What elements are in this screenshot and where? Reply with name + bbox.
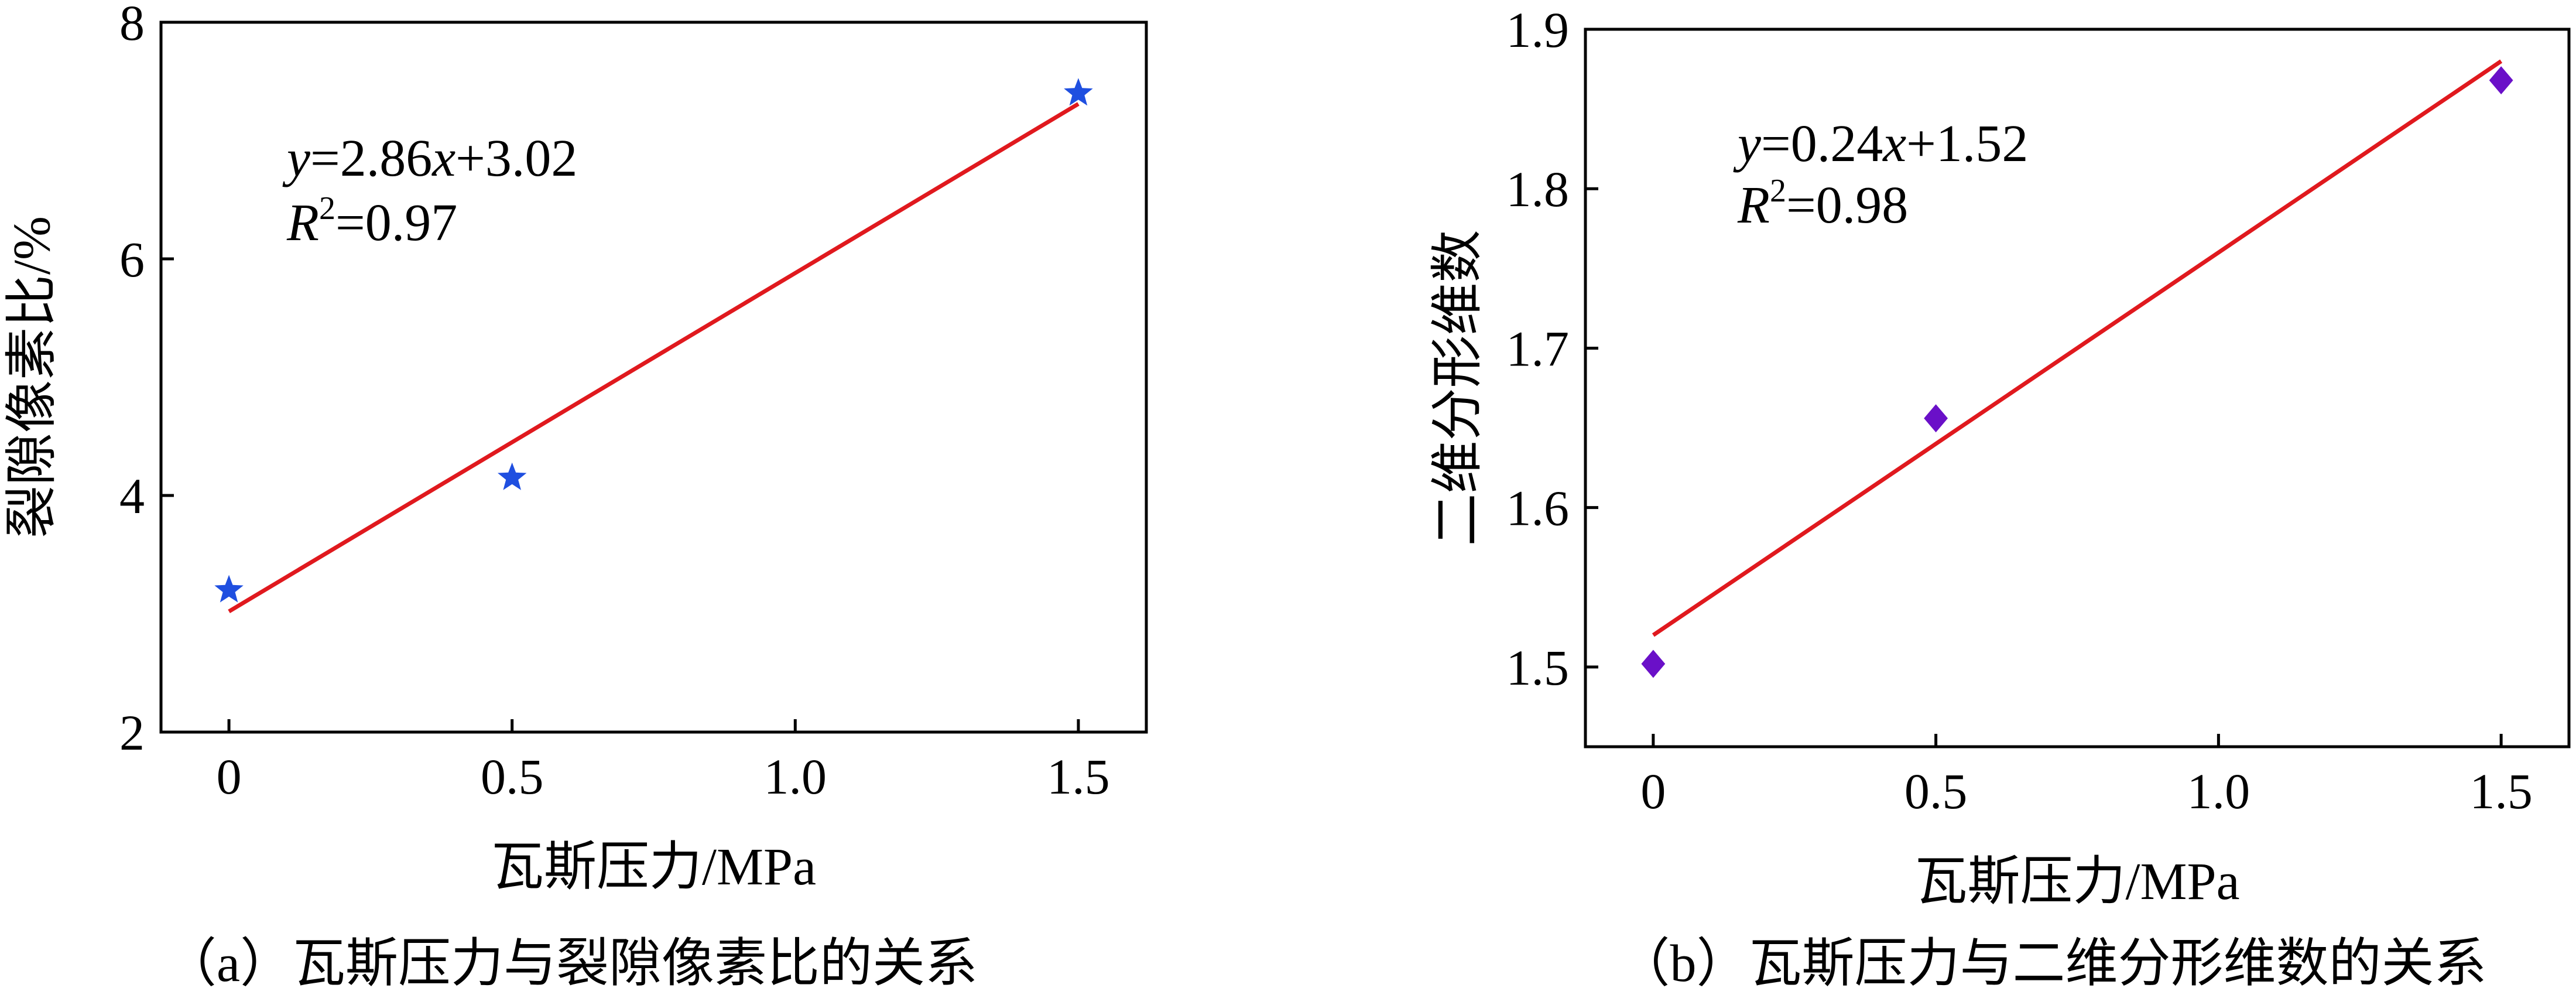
chart-panel-a: 0 0.5 1.0 1.5 2 4 6 8 瓦斯压力/MPa 裂隙像素比/% y=2.86x+3.0… — [4, 0, 1148, 896]
y-axis-title: 二维分形维数 — [1429, 230, 1487, 546]
y-tick-label: 2 — [119, 705, 145, 761]
r2-r: R — [286, 194, 319, 252]
r2-value: =0.98 — [1786, 176, 1908, 234]
x-tick-label: 0.5 — [1904, 763, 1968, 819]
data-point-diamond — [2489, 66, 2513, 95]
y-tick-label: 4 — [119, 468, 145, 524]
data-point-star — [497, 462, 527, 490]
r2-r: R — [1737, 176, 1770, 234]
y-tick-label: 1.5 — [1506, 640, 1570, 696]
x-tick-label: 0 — [1640, 763, 1666, 819]
eq-y: y — [1733, 115, 1761, 173]
x-tick-label: 1.5 — [2469, 763, 2533, 819]
x-tick-label: 1.0 — [2187, 763, 2250, 819]
fit-equation: y=2.86x+3.02 — [282, 129, 577, 187]
y-tick-label: 1.8 — [1506, 161, 1570, 217]
y-tick-label: 1.7 — [1506, 320, 1570, 377]
x-axis-title: 瓦斯压力/MPa — [491, 838, 816, 896]
data-point-diamond — [1924, 404, 1948, 433]
y-tick-label: 6 — [119, 231, 145, 288]
fit-equation: y=0.24x+1.52 — [1733, 115, 2028, 173]
eq-intercept: +1.52 — [1906, 115, 2028, 173]
y-tick-label: 1.9 — [1506, 2, 1570, 58]
x-tick-label: 0 — [217, 748, 242, 805]
r2-sup: 2 — [319, 190, 335, 227]
eq-slope: =2.86 — [310, 129, 432, 187]
r2-value: =0.97 — [335, 194, 457, 252]
eq-y: y — [282, 129, 310, 187]
caption-a: （a）瓦斯压力与裂隙像素比的关系 — [164, 935, 978, 993]
chart-panel-b: 0 0.5 1.0 1.5 1.5 1.6 1.7 1.8 1.9 瓦斯压力/MPa 二维分形维数 y… — [1429, 2, 2571, 911]
data-point-star — [1064, 78, 1093, 106]
r2-sup: 2 — [1770, 173, 1786, 209]
fit-r-squared: R2=0.98 — [1737, 173, 1908, 234]
x-tick-label: 0.5 — [481, 748, 544, 805]
data-point-star — [214, 575, 244, 603]
fit-line — [228, 102, 1080, 613]
x-tick-label: 1.5 — [1047, 748, 1110, 805]
fit-line — [1652, 59, 2503, 637]
y-tick-label: 1.6 — [1506, 480, 1570, 536]
eq-slope: =0.24 — [1761, 115, 1883, 173]
eq-intercept: +3.02 — [455, 129, 577, 187]
fit-r-squared: R2=0.97 — [286, 190, 457, 252]
y-tick-label: 8 — [119, 0, 145, 51]
x-tick-label: 1.0 — [764, 748, 827, 805]
data-point-diamond — [1641, 650, 1666, 678]
eq-x: x — [1882, 115, 1906, 173]
x-axis-title: 瓦斯压力/MPa — [1914, 853, 2239, 911]
plot-frame — [159, 20, 1148, 734]
caption-b: （b）瓦斯压力与二维分形维数的关系 — [1618, 935, 2487, 993]
plot-frame — [1584, 28, 2571, 748]
y-axis-title: 裂隙像素比/% — [4, 216, 61, 538]
eq-x: x — [431, 129, 455, 187]
